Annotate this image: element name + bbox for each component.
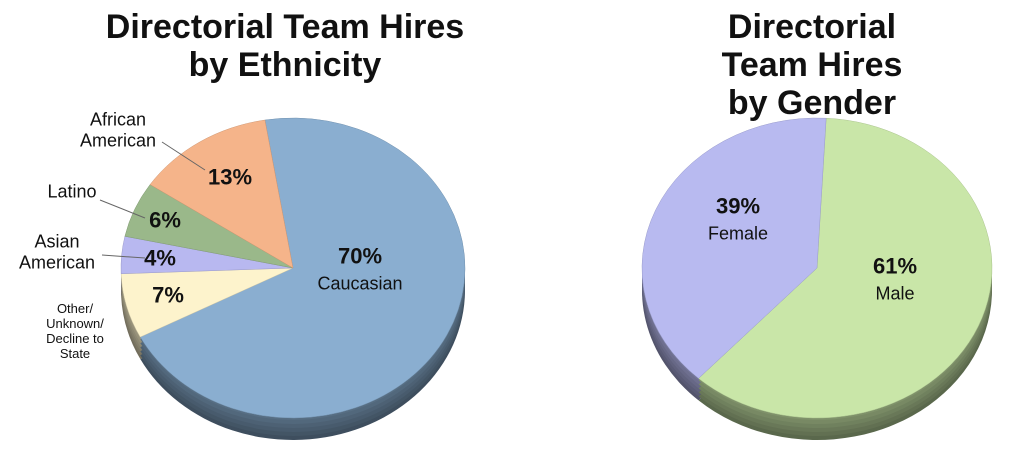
category-label: Female: [707, 223, 769, 244]
category-label: Male: [875, 283, 915, 304]
category-label: Other/ Unknown/ Decline to State: [46, 301, 104, 361]
category-label: Caucasian: [317, 273, 403, 294]
category-label: Asian American: [18, 231, 96, 272]
value-label: 4%: [144, 245, 176, 271]
leader-line: [99, 199, 146, 219]
value-label: 61%: [872, 253, 918, 279]
slice: [641, 117, 827, 379]
slice: [698, 117, 993, 419]
value-label: 6%: [149, 207, 181, 233]
leader-line: [161, 141, 206, 171]
value-label: 70%: [337, 243, 383, 269]
value-label: 13%: [207, 164, 253, 190]
category-label: Latino: [47, 181, 97, 202]
slice: [139, 117, 466, 419]
value-label: 39%: [715, 193, 761, 219]
category-label: African American: [79, 109, 157, 150]
leader-line: [101, 254, 146, 259]
chart-title: Directorial Team Hires by Ethnicity: [105, 8, 465, 85]
value-label: 7%: [152, 282, 184, 308]
chart-title: Directorial Team Hires by Gender: [721, 8, 903, 123]
